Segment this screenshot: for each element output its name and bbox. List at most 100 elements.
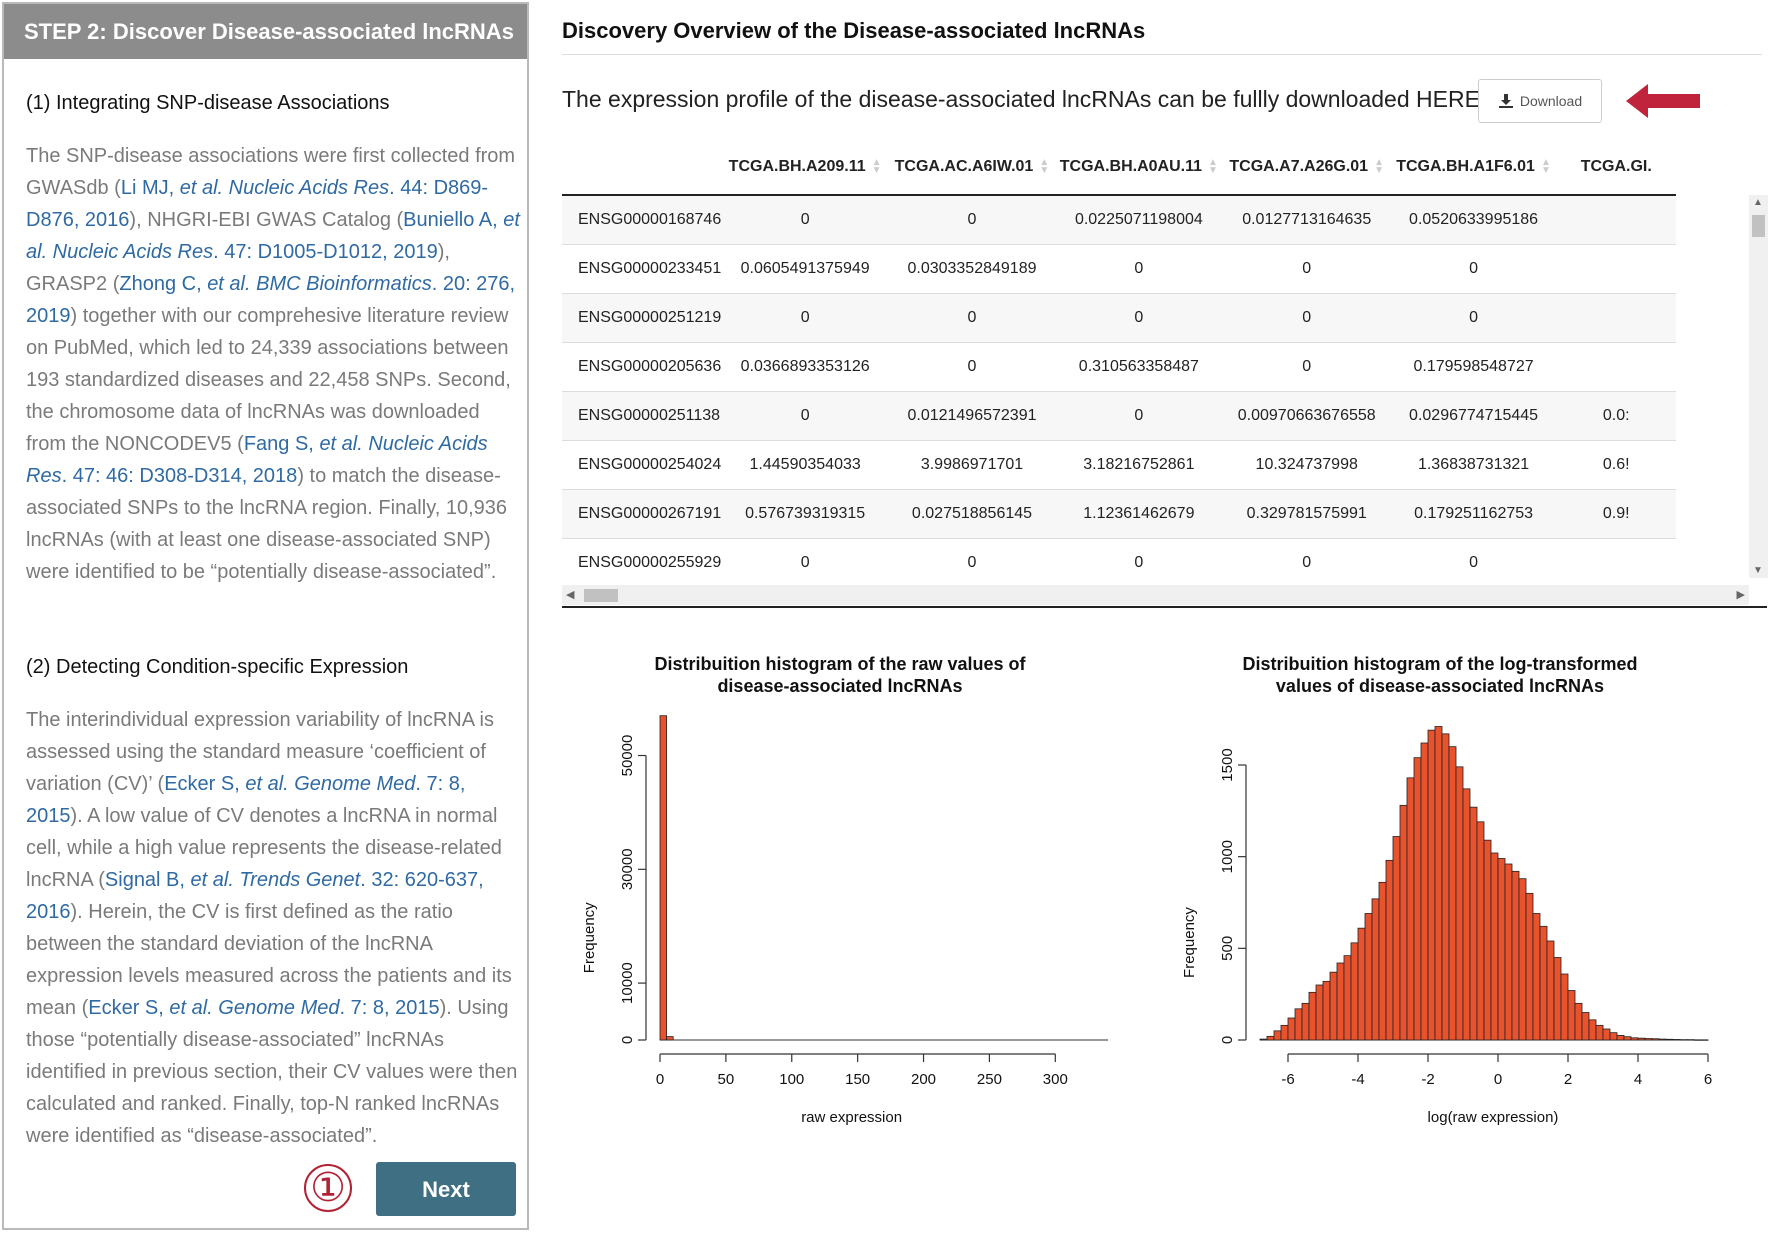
reference-link[interactable]: et al. Nucleic Acids Res — [26, 433, 488, 487]
reference-link[interactable]: et al. Nucleic Acids Res — [179, 177, 390, 199]
next-button[interactable]: Next — [376, 1162, 516, 1216]
reference-link[interactable]: Signal B, — [104, 869, 191, 891]
reference-link[interactable]: et al. Genome Med — [169, 997, 340, 1019]
red-arrow-icon — [1626, 84, 1700, 118]
column-header-label: TCGA.BH.A1F6.01 — [1396, 158, 1535, 175]
sort-icon[interactable]: ▲ ▼ — [871, 156, 882, 176]
reference-link[interactable]: Buniello A, — [403, 209, 504, 231]
reference-link[interactable]: Li MJ, — [120, 177, 180, 199]
expression-value-cell: 0.9! — [1556, 489, 1676, 539]
expression-value-cell — [1556, 342, 1676, 392]
column-header[interactable]: TCGA.GI. — [1556, 140, 1676, 196]
table-row: ENSG00000251219 0 0 0 0 0 — [562, 293, 1676, 343]
column-header[interactable]: TCGA.BH.A209.11 ▲ ▼ — [721, 140, 890, 196]
reference-link[interactable]: Ecker S, — [164, 773, 246, 795]
raw-values-histogram: Distribuition histogram of the raw value… — [581, 654, 1108, 1126]
reference-link[interactable]: et al. BMC Bioinformatics — [207, 273, 432, 295]
reference-link[interactable]: et al. Genome Med — [245, 773, 416, 795]
expression-value-cell: 0.0520633995186 — [1390, 194, 1557, 245]
scroll-down-icon[interactable]: ▼ — [1753, 565, 1763, 576]
expression-table: TCGA.BH.A209.11 ▲ ▼ TCGA.AC.A6IW.01 ▲ ▼ TCGA.B… — [562, 140, 1676, 587]
sort-icon[interactable]: ▲ ▼ — [1039, 156, 1050, 176]
reference-link[interactable]: Fang S, — [243, 433, 320, 455]
x-tick-label: 250 — [977, 1071, 1002, 1088]
histogram-bar — [1581, 1012, 1590, 1041]
histogram-bar — [1322, 980, 1331, 1041]
expression-value-cell: 0 — [1054, 244, 1223, 294]
gene-id-cell: ENSG00000233451 — [562, 244, 722, 294]
column-header-label: TCGA.BH.A0AU.11 — [1059, 158, 1202, 175]
scroll-right-icon[interactable]: ▶ — [1736, 589, 1745, 601]
x-tick-label: 150 — [845, 1071, 870, 1088]
y-tick-label: 10000 — [619, 962, 636, 1004]
reference-link[interactable]: . 7: 8, 2015 — [339, 997, 440, 1019]
reference-link[interactable]: Ecker S, — [88, 997, 170, 1019]
histogram-bar — [1329, 971, 1338, 1041]
column-header-label: TCGA.GI. — [1580, 158, 1652, 175]
paragraph-text: The interindividual expression variabili… — [26, 709, 494, 795]
column-header[interactable]: TCGA.BH.A0AU.11 ▲ ▼ — [1054, 140, 1223, 196]
histogram-bar — [1567, 990, 1576, 1041]
histogram-bar — [1364, 913, 1373, 1041]
histogram-bar — [659, 715, 667, 1041]
gene-id-cell: ENSG00000254024 — [562, 440, 722, 490]
paragraph-text: ), NHGRI-EBI GWAS Catalog ( — [129, 209, 404, 231]
scroll-up-icon[interactable]: ▲ — [1753, 197, 1763, 208]
title-divider — [562, 54, 1762, 55]
histogram-bar — [1280, 1024, 1289, 1041]
paragraph-text: ). Using those “potentially disease-asso… — [26, 997, 518, 1147]
sort-icon[interactable]: ▲ ▼ — [1208, 156, 1218, 176]
vertical-scroll-thumb[interactable] — [1752, 215, 1765, 237]
sort-icon[interactable]: ▲ ▼ — [1374, 156, 1385, 176]
column-header[interactable]: TCGA.AC.A6IW.01 ▲ ▼ — [889, 140, 1055, 196]
table-bottom-border — [562, 606, 1767, 608]
sort-icon[interactable]: ▲ ▼ — [1540, 156, 1551, 176]
section1-title: (1) Integrating SNP-disease Associations — [26, 92, 390, 114]
reference-link[interactable]: Zhong C, — [119, 273, 208, 295]
download-description: The expression profile of the disease-as… — [562, 86, 1480, 112]
expression-value-cell: 3.9986971701 — [889, 440, 1055, 490]
expression-value-cell — [1556, 194, 1676, 245]
panel-header: STEP 2: Discover Disease-associated lncR… — [4, 4, 527, 59]
expression-value-cell: 10.324737998 — [1222, 440, 1391, 490]
horizontal-scrollbar[interactable]: ◀ ▶ — [562, 585, 1749, 605]
histogram-bar — [1315, 984, 1324, 1041]
reference-link[interactable]: . 20: 276, 2019 — [26, 273, 516, 327]
reference-link[interactable]: . 44: D869-D876, 2016 — [26, 177, 489, 231]
expression-value-cell: 0.310563358487 — [1054, 342, 1223, 392]
histogram-bar — [1287, 1017, 1296, 1041]
reference-link[interactable]: et al. Nucleic Acids Res — [26, 209, 520, 263]
column-header[interactable]: TCGA.A7.A26G.01 ▲ ▼ — [1222, 140, 1391, 196]
expression-value-cell — [1556, 538, 1676, 587]
y-tick-label: 0 — [1219, 1036, 1236, 1044]
y-tick-label: 500 — [1219, 936, 1236, 961]
histogram-bar — [1497, 858, 1506, 1041]
horizontal-scroll-thumb[interactable] — [584, 589, 618, 602]
reference-link[interactable]: . 47: 46: D308-D314, 2018 — [61, 465, 298, 487]
expression-value-cell: 0.329781575991 — [1222, 489, 1391, 539]
column-header[interactable]: TCGA.BH.A1F6.01 ▲ ▼ — [1390, 140, 1557, 196]
histogram-bar — [1616, 1035, 1625, 1041]
scroll-left-icon[interactable]: ◀ — [566, 589, 575, 601]
histogram-bar — [1259, 1038, 1268, 1041]
download-icon — [1498, 94, 1513, 108]
reference-link[interactable]: et al. Trends Genet — [190, 869, 361, 891]
expression-value-cell: 0.179251162753 — [1390, 489, 1557, 539]
x-tick-label: 4 — [1634, 1071, 1642, 1088]
reference-link[interactable]: . 47: D1005-D1012, 2019 — [213, 241, 438, 263]
vertical-scrollbar[interactable]: ▲ ▼ — [1749, 195, 1768, 578]
download-button[interactable]: Download — [1478, 79, 1602, 123]
paragraph-text: ), GRASP2 ( — [26, 241, 450, 295]
expression-table-container[interactable]: TCGA.BH.A209.11 ▲ ▼ TCGA.AC.A6IW.01 ▲ ▼ TCGA.B… — [562, 140, 1770, 610]
expression-value-cell: 1.12361462679 — [1054, 489, 1223, 539]
histogram-bar — [1294, 1008, 1303, 1041]
reference-link[interactable]: . 7: 8, 2015 — [26, 773, 466, 827]
column-header-label: TCGA.AC.A6IW.01 — [894, 158, 1034, 175]
x-tick-label: -2 — [1421, 1071, 1434, 1088]
histogram-bar — [1679, 1039, 1688, 1041]
step2-panel: STEP 2: Discover Disease-associated lncR… — [2, 2, 529, 1230]
expression-value-cell: 0 — [889, 538, 1055, 587]
reference-link[interactable]: . 32: 620-637, 2016 — [26, 869, 484, 923]
histogram-bar — [1357, 927, 1366, 1041]
y-tick-label: 0 — [619, 1036, 636, 1044]
